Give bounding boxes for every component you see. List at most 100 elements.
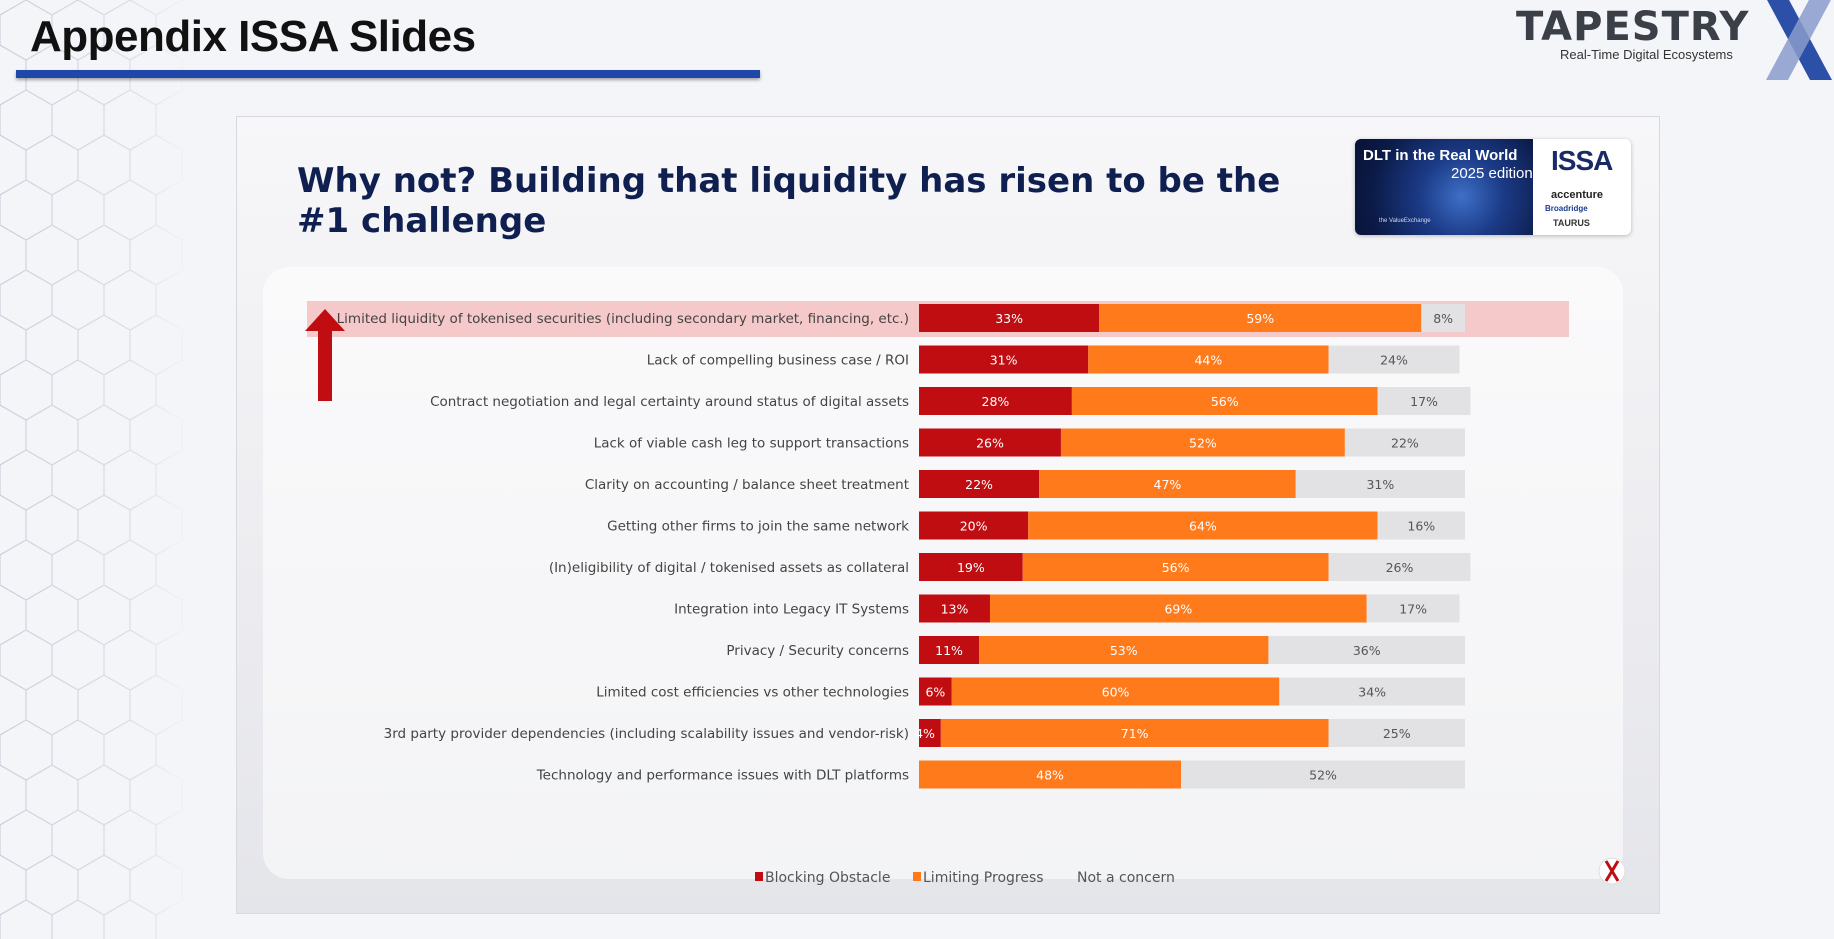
category-label: Integration into Legacy IT Systems bbox=[674, 602, 909, 618]
tapestry-logo: TAPESTRY Real-Time Digital Ecosystems bbox=[1510, 0, 1834, 80]
data-label: 22% bbox=[1391, 436, 1419, 451]
bar-segment bbox=[919, 594, 990, 623]
data-label: 26% bbox=[976, 436, 1004, 451]
logo-wordmark: TAPESTRY bbox=[1516, 4, 1750, 50]
bar-segment bbox=[989, 594, 1367, 623]
embedded-slide: Why not? Building that liquidity has ris… bbox=[236, 116, 1660, 914]
bar-segment bbox=[951, 677, 1280, 706]
category-label: 3rd party provider dependencies (includi… bbox=[384, 726, 909, 742]
bar-segment bbox=[1328, 719, 1465, 747]
bar-segment bbox=[919, 470, 1040, 498]
bar-segment bbox=[919, 304, 1100, 332]
slide-heading-line-2: #1 challenge bbox=[297, 201, 547, 241]
bar-segment bbox=[1039, 470, 1296, 498]
data-label: 52% bbox=[1309, 768, 1337, 783]
data-label: 52% bbox=[1189, 436, 1217, 451]
bar-segment bbox=[919, 387, 1072, 415]
category-label: Clarity on accounting / balance sheet tr… bbox=[585, 477, 909, 493]
legend-label: Blocking Obstacle bbox=[765, 870, 890, 886]
data-label: 44% bbox=[1194, 353, 1222, 368]
bar-segment bbox=[979, 636, 1269, 664]
data-label: 69% bbox=[1164, 602, 1192, 617]
bar-segment bbox=[1268, 636, 1465, 664]
data-label: 8% bbox=[1433, 311, 1453, 326]
stacked-bar-chart: Key challenges and obstacles to DLT / di… bbox=[305, 301, 1569, 886]
category-label: (In)eligibility of digital / tokenised a… bbox=[549, 560, 909, 576]
data-label: 26% bbox=[1386, 560, 1414, 575]
bar-segment bbox=[1088, 345, 1329, 374]
data-label: 56% bbox=[1211, 394, 1239, 409]
bar-segment bbox=[1377, 511, 1465, 540]
data-label: 33% bbox=[995, 311, 1023, 326]
bar-segment bbox=[919, 428, 1061, 457]
hex-pattern-background bbox=[0, 0, 190, 939]
bar-segment bbox=[1295, 470, 1465, 498]
bar-segment bbox=[1071, 387, 1378, 415]
slide-heading-line-1: Why not? Building that liquidity has ris… bbox=[297, 161, 1281, 201]
bar-segment bbox=[1328, 345, 1460, 374]
data-label: 48% bbox=[1036, 768, 1064, 783]
sponsor-broadridge: Broadridge bbox=[1545, 204, 1588, 213]
data-label: 60% bbox=[1102, 685, 1130, 700]
legend-swatch bbox=[755, 872, 763, 881]
logo-tagline: Real-Time Digital Ecosystems bbox=[1560, 47, 1733, 62]
bar-segment bbox=[1328, 553, 1471, 581]
bar-segment bbox=[919, 345, 1089, 374]
data-label: 34% bbox=[1358, 685, 1386, 700]
category-label: Technology and performance issues with D… bbox=[536, 768, 909, 784]
data-label: 11% bbox=[935, 643, 963, 658]
legend-swatch bbox=[913, 872, 921, 881]
sponsor-accenture: accenture bbox=[1551, 189, 1603, 201]
bar-segment bbox=[1028, 511, 1378, 540]
data-label: 36% bbox=[1353, 643, 1381, 658]
bar-segment bbox=[919, 760, 1182, 789]
bar-segment bbox=[919, 511, 1029, 540]
bar-segment bbox=[1279, 677, 1465, 706]
bar-segment bbox=[1099, 304, 1422, 332]
up-arrow-icon bbox=[305, 309, 345, 401]
category-label: Getting other firms to join the same net… bbox=[607, 519, 909, 535]
bar-segment bbox=[919, 636, 980, 664]
badge-title: DLT in the Real World bbox=[1363, 147, 1518, 164]
data-label: 64% bbox=[1189, 519, 1217, 534]
bar-segment bbox=[1366, 594, 1460, 623]
data-label: 47% bbox=[1154, 477, 1182, 492]
bar-segment bbox=[1060, 428, 1345, 457]
data-label: 25% bbox=[1383, 726, 1411, 741]
badge-footer: the ValueExchange bbox=[1379, 218, 1431, 224]
bar-segment bbox=[940, 719, 1329, 747]
globe-image bbox=[1355, 139, 1533, 235]
data-label: 28% bbox=[982, 394, 1010, 409]
bar-segment bbox=[1022, 553, 1329, 581]
bar-segment bbox=[919, 553, 1023, 581]
data-label: 24% bbox=[1380, 353, 1408, 368]
data-label: 22% bbox=[965, 477, 993, 492]
report-badge: DLT in the Real World 2025 edition the V… bbox=[1355, 139, 1631, 235]
valueexchange-icon bbox=[1598, 857, 1626, 885]
data-label: 71% bbox=[1121, 726, 1149, 741]
category-label: Privacy / Security concerns bbox=[726, 643, 909, 659]
logo-x-icon bbox=[1766, 0, 1832, 80]
data-label: 20% bbox=[960, 519, 988, 534]
data-label: 31% bbox=[1366, 477, 1394, 492]
data-label: 53% bbox=[1110, 643, 1138, 658]
data-label: 56% bbox=[1162, 560, 1190, 575]
data-label: 13% bbox=[941, 602, 969, 617]
page-title: Appendix ISSA Slides bbox=[30, 12, 476, 61]
bar-segment bbox=[919, 677, 952, 706]
category-label: Limited cost efficiencies vs other techn… bbox=[596, 685, 909, 701]
slide-heading: Why not? Building that liquidity has ris… bbox=[297, 161, 1297, 241]
bar-segment bbox=[919, 719, 941, 747]
data-label: 16% bbox=[1407, 519, 1435, 534]
issa-logo: ISSA bbox=[1551, 145, 1613, 176]
bar-segment bbox=[1344, 428, 1465, 457]
legend-label: Limiting Progress bbox=[923, 870, 1044, 886]
data-label: 17% bbox=[1410, 394, 1438, 409]
data-label: 17% bbox=[1399, 602, 1427, 617]
legend-label: Not a concern bbox=[1077, 870, 1175, 886]
bar-segment bbox=[1377, 387, 1471, 415]
data-label: 19% bbox=[957, 560, 985, 575]
data-label: 59% bbox=[1246, 311, 1274, 326]
bar-segment bbox=[1181, 760, 1465, 789]
category-label: Contract negotiation and legal certainty… bbox=[430, 394, 909, 410]
